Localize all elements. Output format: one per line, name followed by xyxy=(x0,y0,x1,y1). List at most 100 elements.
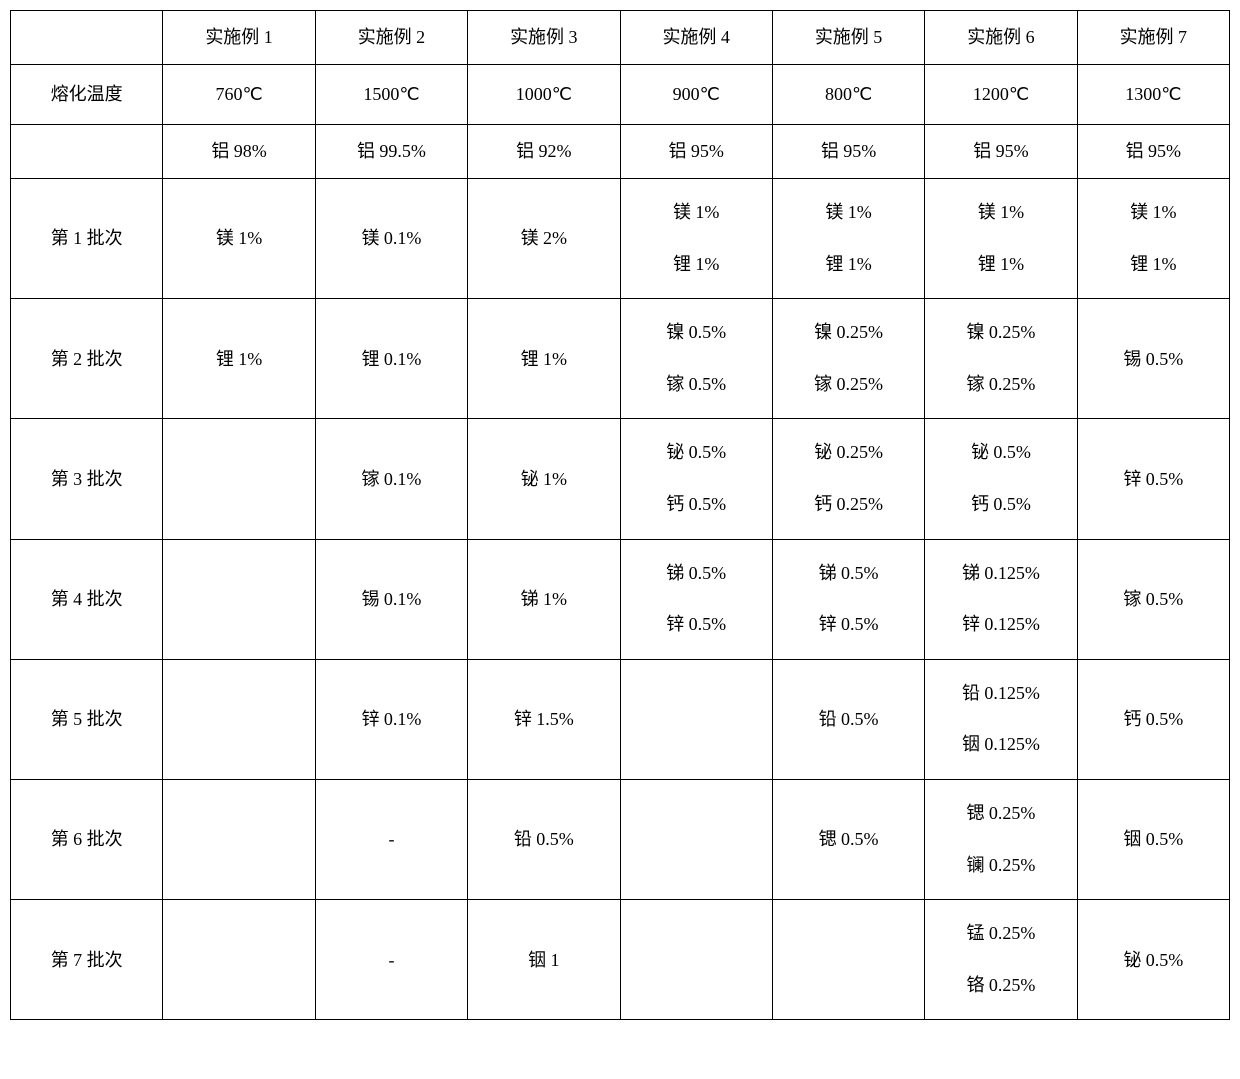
temp-row: 熔化温度 760℃ 1500℃ 1000℃ 900℃ 800℃ 1200℃ 13… xyxy=(11,65,1230,125)
batch-4-label: 第 4 批次 xyxy=(11,539,163,659)
cell-line: 钙 0.5% xyxy=(625,479,768,531)
batch-3-row: 第 3 批次 镓 0.1% 铋 1% 铋 0.5%钙 0.5% 铋 0.25%钙… xyxy=(11,419,1230,539)
batch-4-row: 第 4 批次 锡 0.1% 锑 1% 锑 0.5%锌 0.5% 锑 0.5%锌 … xyxy=(11,539,1230,659)
cell-line: 镍 0.5% xyxy=(625,307,768,359)
batch-2-row: 第 2 批次 锂 1% 锂 0.1% 锂 1% 镍 0.5%镓 0.5% 镍 0… xyxy=(11,299,1230,419)
al-c7: 铝 95% xyxy=(1077,125,1229,179)
batch-6-c2: - xyxy=(315,779,467,899)
cell-line: 锌 0.5% xyxy=(625,599,768,651)
header-col-6: 实施例 6 xyxy=(925,11,1077,65)
header-col-7: 实施例 7 xyxy=(1077,11,1229,65)
cell-line: 锑 0.5% xyxy=(625,548,768,600)
temp-c3: 1000℃ xyxy=(468,65,620,125)
header-row: 实施例 1 实施例 2 实施例 3 实施例 4 实施例 5 实施例 6 实施例 … xyxy=(11,11,1230,65)
header-col-2: 实施例 2 xyxy=(315,11,467,65)
temp-c2: 1500℃ xyxy=(315,65,467,125)
batch-7-c5 xyxy=(772,900,924,1020)
batch-4-c5: 锑 0.5%锌 0.5% xyxy=(772,539,924,659)
batch-7-c6: 锰 0.25%铬 0.25% xyxy=(925,900,1077,1020)
batch-6-row: 第 6 批次 - 铅 0.5% 锶 0.5% 锶 0.25%镧 0.25% 铟 … xyxy=(11,779,1230,899)
batch-1-label: 第 1 批次 xyxy=(11,179,163,299)
cell-line: 镍 0.25% xyxy=(929,307,1072,359)
batch-4-c6: 锑 0.125%锌 0.125% xyxy=(925,539,1077,659)
cell-line: 锂 1% xyxy=(929,239,1072,291)
cell-line: 镁 1% xyxy=(1082,187,1225,239)
batch-7-c3: 铟 1 xyxy=(468,900,620,1020)
batch-3-c6: 铋 0.5%钙 0.5% xyxy=(925,419,1077,539)
batch-1-c1: 镁 1% xyxy=(163,179,315,299)
batch-5-c2: 锌 0.1% xyxy=(315,659,467,779)
header-col-3: 实施例 3 xyxy=(468,11,620,65)
cell-line: 锂 1% xyxy=(777,239,920,291)
batch-7-c2: - xyxy=(315,900,467,1020)
cell-line: 锂 1% xyxy=(625,239,768,291)
header-col-5: 实施例 5 xyxy=(772,11,924,65)
header-col-4: 实施例 4 xyxy=(620,11,772,65)
batch-7-c4 xyxy=(620,900,772,1020)
batch-5-row: 第 5 批次 锌 0.1% 锌 1.5% 铅 0.5% 铅 0.125%铟 0.… xyxy=(11,659,1230,779)
cell-line: 钙 0.5% xyxy=(929,479,1072,531)
temp-c4: 900℃ xyxy=(620,65,772,125)
batch-1-c6: 镁 1%锂 1% xyxy=(925,179,1077,299)
cell-line: 锰 0.25% xyxy=(929,908,1072,960)
batch-6-c4 xyxy=(620,779,772,899)
al-c1: 铝 98% xyxy=(163,125,315,179)
batch-6-c7: 铟 0.5% xyxy=(1077,779,1229,899)
batch-5-label: 第 5 批次 xyxy=(11,659,163,779)
cell-line: 镓 0.25% xyxy=(777,359,920,411)
batch-3-c2: 镓 0.1% xyxy=(315,419,467,539)
batch-2-c4: 镍 0.5%镓 0.5% xyxy=(620,299,772,419)
cell-line: 镓 0.5% xyxy=(625,359,768,411)
header-col-1: 实施例 1 xyxy=(163,11,315,65)
temp-label: 熔化温度 xyxy=(11,65,163,125)
cell-line: 镁 1% xyxy=(625,187,768,239)
batch-2-c5: 镍 0.25%镓 0.25% xyxy=(772,299,924,419)
batch-2-c7: 锡 0.5% xyxy=(1077,299,1229,419)
cell-line: 镧 0.25% xyxy=(929,840,1072,892)
batch-6-label: 第 6 批次 xyxy=(11,779,163,899)
cell-line: 铟 0.125% xyxy=(929,719,1072,771)
batch-2-label: 第 2 批次 xyxy=(11,299,163,419)
cell-line: 锶 0.25% xyxy=(929,788,1072,840)
temp-c1: 760℃ xyxy=(163,65,315,125)
batch-7-c1 xyxy=(163,900,315,1020)
cell-line: 镓 0.25% xyxy=(929,359,1072,411)
batch-1-c4: 镁 1%锂 1% xyxy=(620,179,772,299)
temp-c7: 1300℃ xyxy=(1077,65,1229,125)
al-c2: 铝 99.5% xyxy=(315,125,467,179)
cell-line: 锑 0.125% xyxy=(929,548,1072,600)
batch-3-c3: 铋 1% xyxy=(468,419,620,539)
batch-2-c6: 镍 0.25%镓 0.25% xyxy=(925,299,1077,419)
batch-2-c2: 锂 0.1% xyxy=(315,299,467,419)
batch-6-c5: 锶 0.5% xyxy=(772,779,924,899)
batch-4-c1 xyxy=(163,539,315,659)
cell-line: 铋 0.5% xyxy=(625,427,768,479)
al-c5: 铝 95% xyxy=(772,125,924,179)
batch-4-c7: 镓 0.5% xyxy=(1077,539,1229,659)
batch-5-c3: 锌 1.5% xyxy=(468,659,620,779)
cell-line: 锂 1% xyxy=(1082,239,1225,291)
batch-3-c1 xyxy=(163,419,315,539)
batch-1-c3: 镁 2% xyxy=(468,179,620,299)
al-c4: 铝 95% xyxy=(620,125,772,179)
batch-7-c7: 铋 0.5% xyxy=(1077,900,1229,1020)
batch-4-c4: 锑 0.5%锌 0.5% xyxy=(620,539,772,659)
cell-line: 镁 1% xyxy=(929,187,1072,239)
al-label xyxy=(11,125,163,179)
al-c3: 铝 92% xyxy=(468,125,620,179)
batch-4-c2: 锡 0.1% xyxy=(315,539,467,659)
batch-2-c3: 锂 1% xyxy=(468,299,620,419)
batch-5-c7: 钙 0.5% xyxy=(1077,659,1229,779)
batch-3-label: 第 3 批次 xyxy=(11,419,163,539)
cell-line: 镍 0.25% xyxy=(777,307,920,359)
batch-6-c6: 锶 0.25%镧 0.25% xyxy=(925,779,1077,899)
batch-5-c5: 铅 0.5% xyxy=(772,659,924,779)
cell-line: 钙 0.25% xyxy=(777,479,920,531)
batch-7-row: 第 7 批次 - 铟 1 锰 0.25%铬 0.25% 铋 0.5% xyxy=(11,900,1230,1020)
batch-1-row: 第 1 批次 镁 1% 镁 0.1% 镁 2% 镁 1%锂 1% 镁 1%锂 1… xyxy=(11,179,1230,299)
batch-2-c1: 锂 1% xyxy=(163,299,315,419)
batch-3-c4: 铋 0.5%钙 0.5% xyxy=(620,419,772,539)
batch-7-label: 第 7 批次 xyxy=(11,900,163,1020)
batch-5-c4 xyxy=(620,659,772,779)
batch-1-c7: 镁 1%锂 1% xyxy=(1077,179,1229,299)
